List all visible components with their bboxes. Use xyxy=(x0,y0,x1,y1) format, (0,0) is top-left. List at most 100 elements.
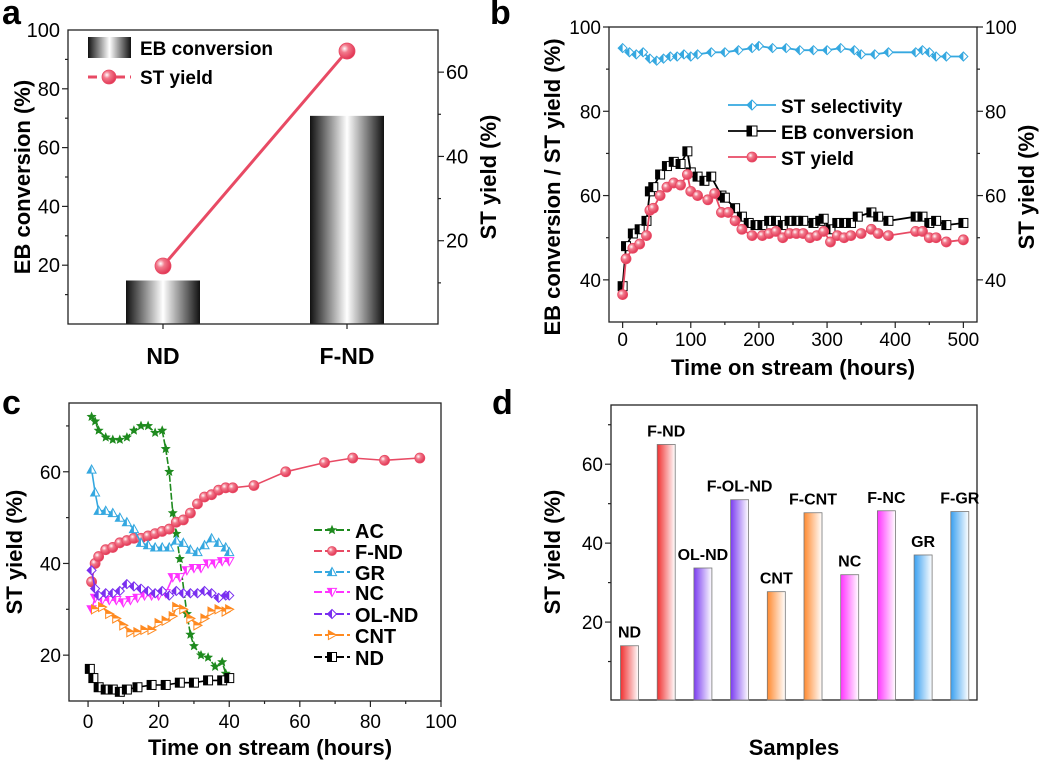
point-ac xyxy=(217,656,228,667)
legend-label-st-selectivity: ST selectivity xyxy=(781,97,903,118)
point-ac xyxy=(157,425,168,435)
point-nc xyxy=(125,596,136,606)
y-tick-label: 20 xyxy=(40,646,61,667)
legend-marker-eb-conversion xyxy=(746,125,758,137)
bar-label: GR xyxy=(911,534,935,551)
point-eb-conversion xyxy=(845,217,856,228)
bar-label: F-CNT xyxy=(789,492,837,509)
x-tick-label: 20 xyxy=(148,712,169,733)
point-f-nd xyxy=(163,523,175,535)
point-gr xyxy=(86,463,97,474)
point-st-selectivity xyxy=(637,47,649,58)
bar-label: F-ND xyxy=(647,423,685,440)
bar-ol-nd xyxy=(693,567,713,701)
point-f-nd xyxy=(185,507,196,519)
legend-swatch-eb-conversion xyxy=(88,37,131,58)
x-axis-title: Time on stream (hours) xyxy=(148,735,392,760)
point-st-yield xyxy=(641,230,652,242)
bar-f-gr xyxy=(950,511,970,701)
point-st-selectivity xyxy=(855,49,867,60)
point-ol-nd xyxy=(185,588,196,599)
point-st-yield xyxy=(647,202,659,214)
point-nd xyxy=(188,677,199,688)
point-f-nd xyxy=(227,482,239,494)
point-ac xyxy=(167,507,178,518)
y-tick-label: 40 xyxy=(38,196,60,218)
bar-f-cnt xyxy=(803,512,823,701)
point-nc xyxy=(202,559,214,569)
point-cnt xyxy=(119,620,129,631)
y-axis-title: EB conversion (%) xyxy=(10,80,35,274)
point-st-yield xyxy=(940,236,952,248)
point-f-nd xyxy=(347,452,359,464)
point-nc xyxy=(223,557,235,567)
bar-nd xyxy=(620,645,639,701)
point-gr xyxy=(135,537,147,547)
y2-tick-label: 20 xyxy=(446,231,468,253)
point-st-yield xyxy=(872,228,884,239)
y-tick-label: 60 xyxy=(582,455,603,476)
point-cnt xyxy=(225,603,235,615)
line-nc xyxy=(90,560,230,610)
point-eb-conversion xyxy=(873,211,884,222)
x-tick-label: 100 xyxy=(425,712,457,733)
point-ac xyxy=(143,420,154,431)
point-st-yield xyxy=(722,207,734,218)
point-st-yield xyxy=(770,225,782,237)
panel-label-a: a xyxy=(2,0,22,32)
point-eb-conversion xyxy=(641,215,652,226)
y-tick-label: 40 xyxy=(580,271,601,292)
point-st-selectivity xyxy=(869,49,880,60)
y2-axis-title: ST yield (%) xyxy=(1014,125,1039,250)
bar-cnt xyxy=(766,591,786,701)
point-eb-conversion xyxy=(706,171,717,182)
point-st-yield xyxy=(825,236,836,248)
legend-marker-st-selectivity xyxy=(746,99,758,111)
point-st-yield xyxy=(702,194,714,206)
point-f-nd xyxy=(379,454,390,466)
y-tick-label: 20 xyxy=(38,255,60,277)
point-ol-nd xyxy=(156,585,168,597)
plot-frame-c xyxy=(68,402,442,702)
point-gr xyxy=(89,486,101,497)
point-st-selectivity xyxy=(808,44,819,56)
legend-label-ol-nd: OL-ND xyxy=(355,605,418,627)
point-st-yield xyxy=(917,225,928,237)
y-tick-label: 60 xyxy=(38,138,60,160)
point-cnt xyxy=(172,601,182,613)
point-nc xyxy=(209,559,221,569)
legend-label-eb-conversion: EB conversion xyxy=(781,123,914,144)
legend-label-nd: ND xyxy=(355,648,384,670)
point-eb-conversion xyxy=(634,224,645,235)
bar-label: F-NC xyxy=(867,490,906,507)
x-tick-label: 60 xyxy=(289,712,310,733)
point-ac xyxy=(93,425,104,435)
legend-label-st-yield: ST yield xyxy=(140,68,213,89)
point-st-selectivity xyxy=(849,44,860,56)
point-ac xyxy=(195,649,207,660)
point-ac xyxy=(135,420,147,431)
point-gr xyxy=(199,539,210,550)
legend-label-st-yield: ST yield xyxy=(781,149,854,170)
x-tick-label: 400 xyxy=(879,330,911,351)
point-cnt xyxy=(186,613,196,624)
point-nd xyxy=(160,679,171,690)
y-tick-label: 100 xyxy=(569,18,601,39)
point-st-selectivity xyxy=(821,44,833,56)
x-tick-label: 100 xyxy=(675,330,707,351)
y-tick-label: 40 xyxy=(582,534,603,555)
y-axis-title: ST yield (%) xyxy=(540,490,565,615)
line-st-yield xyxy=(161,50,349,267)
legend-marker-gr xyxy=(326,566,338,577)
point-ac xyxy=(100,432,111,442)
point-ol-nd xyxy=(206,588,217,599)
bar-label: ND xyxy=(618,625,641,642)
point-nc xyxy=(188,563,200,574)
point-cnt xyxy=(179,603,189,615)
point-gr xyxy=(178,537,189,547)
point-eb-conversion xyxy=(675,158,686,169)
x-tick-label: 40 xyxy=(219,712,240,733)
point-gr xyxy=(142,539,154,550)
bar-label: CNT xyxy=(760,571,793,588)
point-nc xyxy=(181,566,193,576)
